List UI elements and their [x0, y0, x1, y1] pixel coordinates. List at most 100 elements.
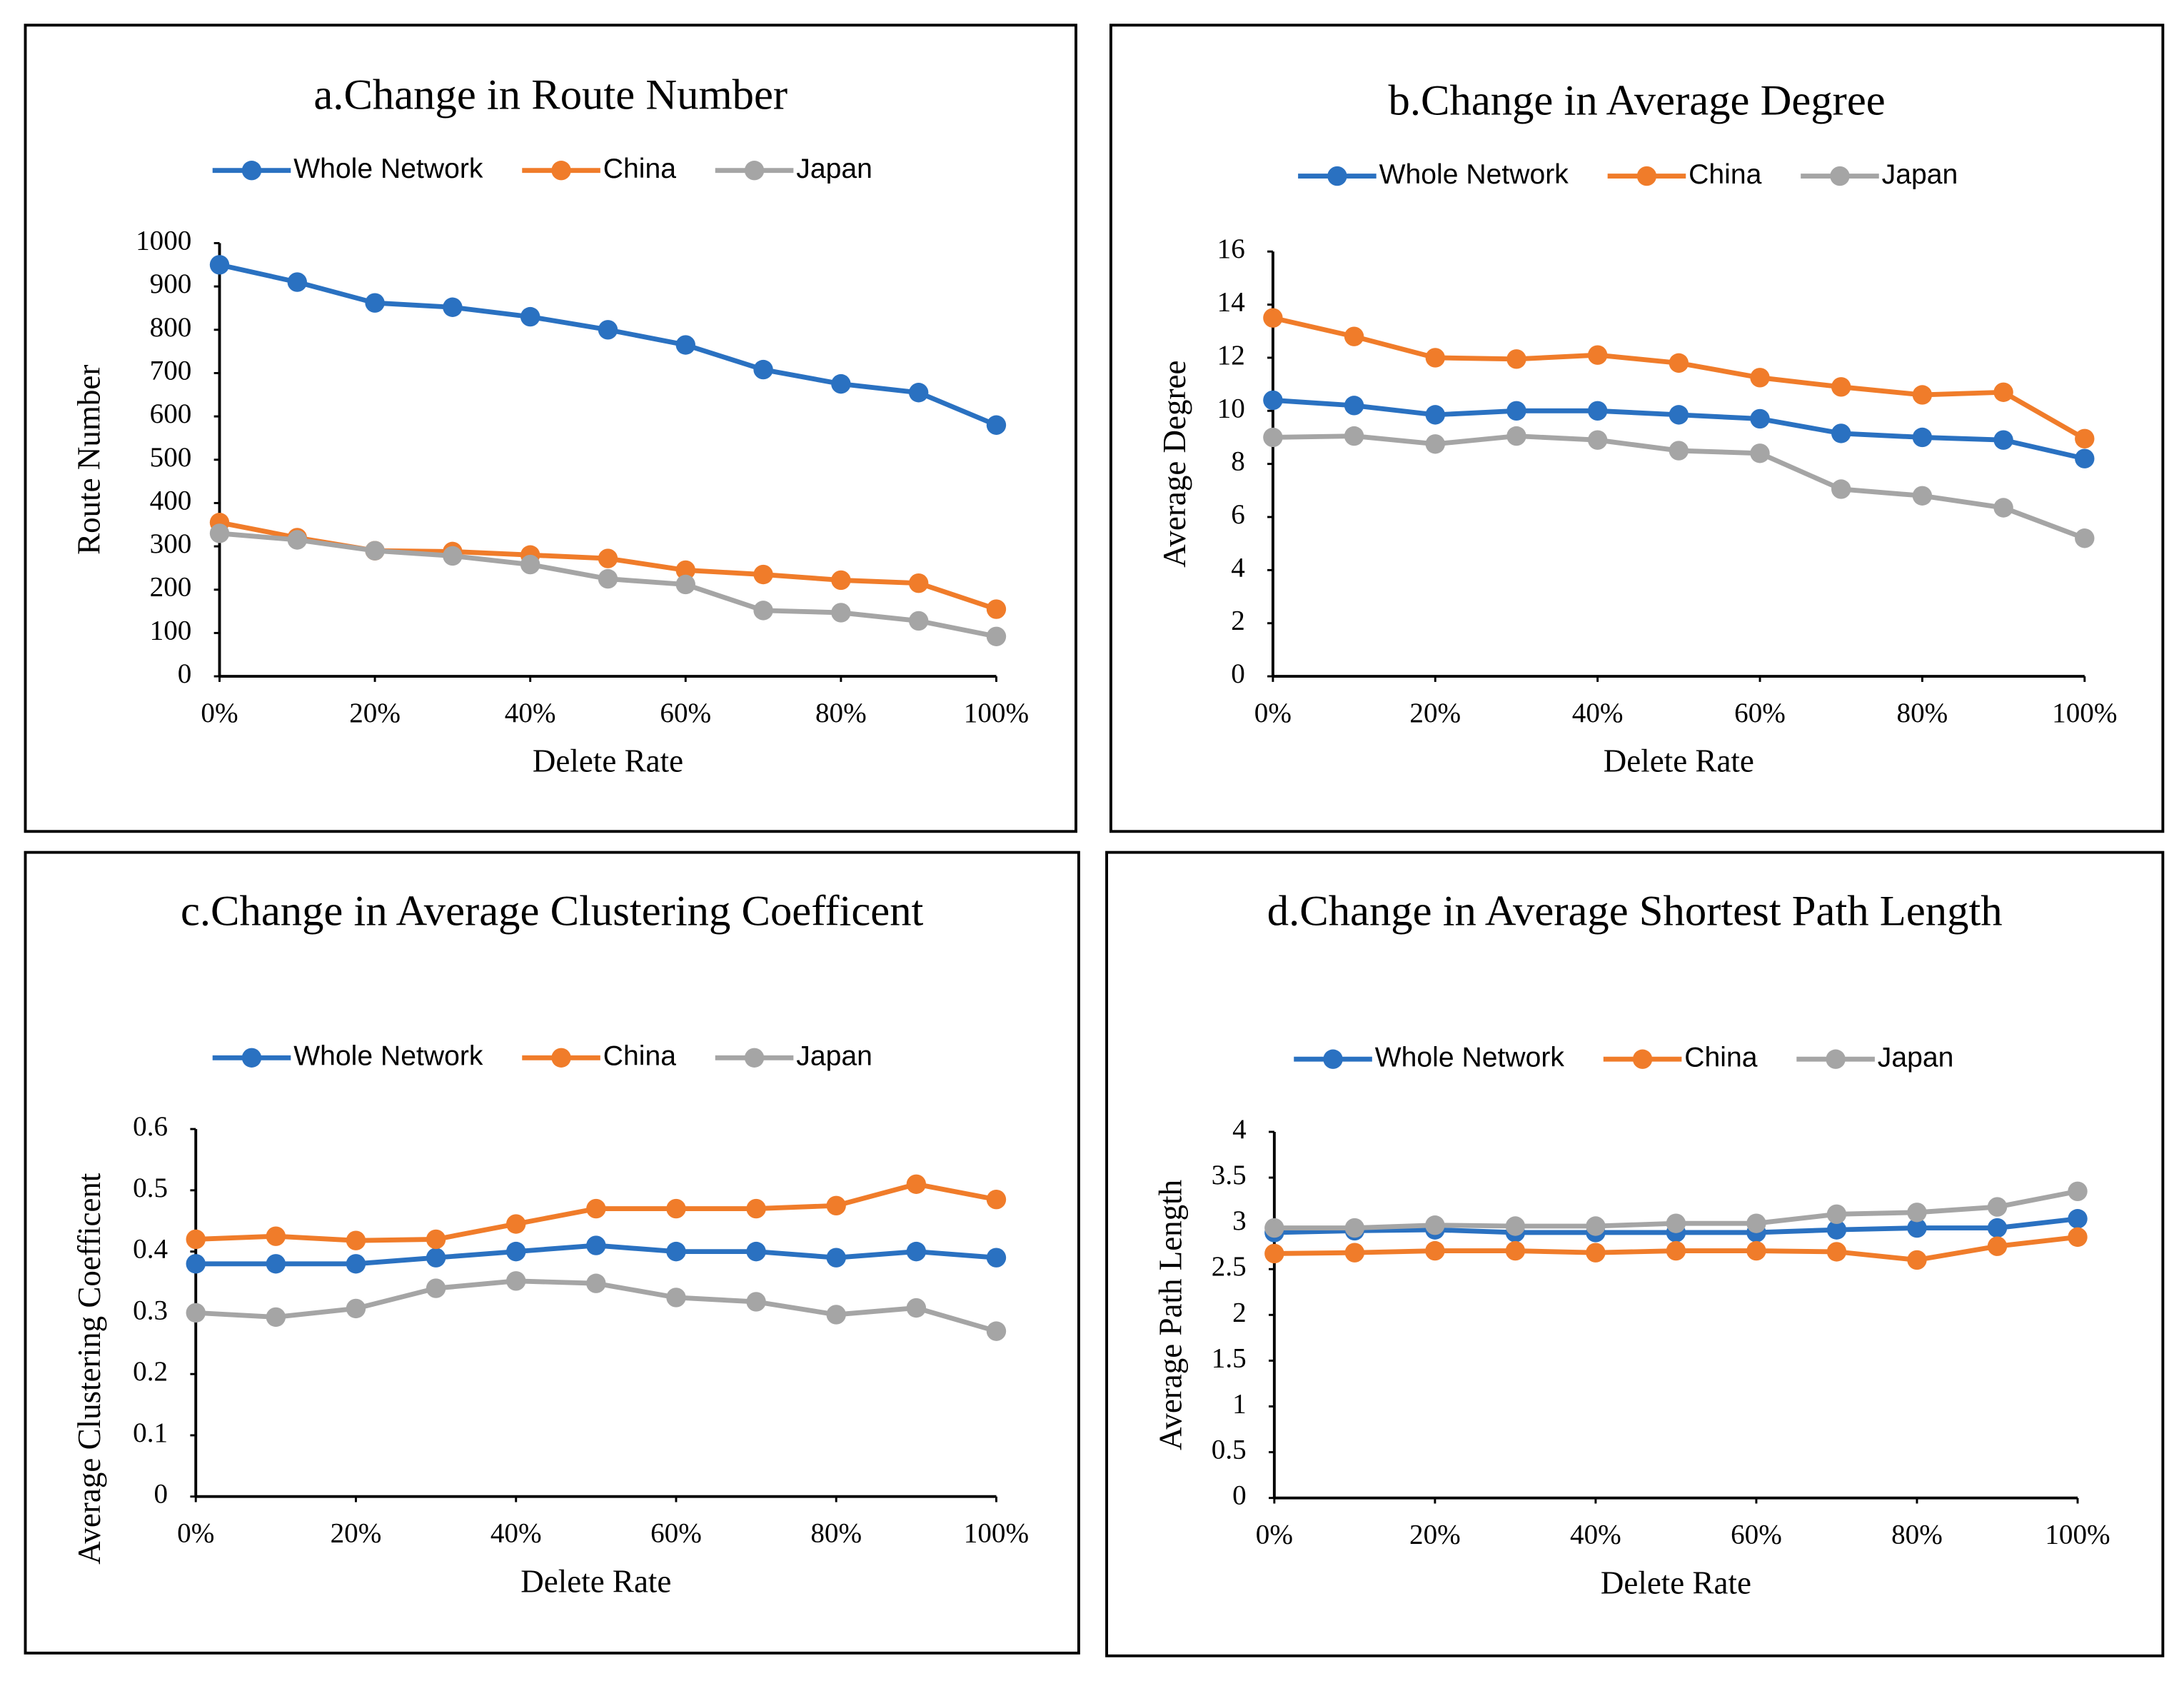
data-point — [1344, 396, 1364, 416]
data-point — [598, 568, 618, 589]
data-point — [1993, 498, 2013, 518]
data-point — [443, 546, 463, 566]
x-tick-label: 20% — [331, 1517, 382, 1548]
legend-marker — [744, 1048, 765, 1068]
data-point — [908, 573, 929, 593]
data-point — [443, 297, 463, 317]
y-tick-label: 200 — [150, 572, 192, 603]
x-tick-label: 80% — [810, 1517, 862, 1548]
data-point — [826, 1305, 846, 1325]
data-point — [346, 1230, 366, 1250]
legend-marker — [241, 161, 262, 181]
y-tick-label: 0 — [1232, 1480, 1247, 1511]
legend-marker — [1636, 166, 1657, 186]
x-tick-label: 100% — [2052, 698, 2117, 728]
data-point — [1425, 348, 1445, 368]
x-axis-title: Delete Rate — [1604, 743, 1754, 779]
data-point — [209, 255, 230, 275]
x-tick-label: 40% — [505, 698, 556, 728]
y-tick-label: 400 — [150, 485, 192, 516]
y-tick-label: 16 — [1217, 234, 1245, 264]
x-tick-label: 40% — [1570, 1519, 1621, 1550]
data-point — [506, 1271, 526, 1291]
chart-panel: a.Change in Route Number 0 100 200 300 400 500… — [24, 24, 1077, 833]
data-point — [426, 1229, 446, 1250]
data-point — [1826, 1242, 1847, 1262]
data-point — [1831, 377, 1851, 397]
data-point — [186, 1254, 206, 1274]
y-tick-label: 0.1 — [133, 1417, 168, 1448]
data-point — [1666, 1213, 1686, 1233]
y-tick-label: 1000 — [136, 225, 191, 256]
data-point — [1263, 390, 1283, 411]
y-tick-label: 2.5 — [1212, 1251, 1247, 1282]
legend-label: Japan — [796, 1041, 872, 1072]
panel-border — [1109, 24, 2165, 833]
chart-panel: c.Change in Average Clustering Coefficen… — [24, 850, 1080, 1655]
legend-marker — [1826, 1049, 1846, 1069]
chart-title-box: c.Change in Average Clustering Coefficen… — [180, 885, 924, 935]
data-point — [666, 1198, 686, 1219]
legend-marker — [1323, 1049, 1343, 1069]
legend-marker — [241, 1048, 262, 1068]
data-point — [1263, 427, 1283, 448]
data-point — [1669, 441, 1689, 461]
data-point — [365, 293, 385, 313]
x-tick-label: 60% — [660, 698, 711, 728]
data-point — [746, 1241, 766, 1262]
data-point — [1826, 1220, 1847, 1240]
data-point — [1425, 434, 1445, 454]
data-point — [826, 1248, 846, 1268]
y-axis-title: Average Clustering Coefficent — [71, 1173, 107, 1565]
legend-label: China — [603, 154, 676, 184]
y-tick-label: 0.2 — [133, 1356, 168, 1387]
y-tick-label: 500 — [150, 442, 192, 473]
data-point — [266, 1254, 286, 1274]
chart-panel: b.Change in Average Degree 0 2 4 6 8 10 12 14 16 0… — [1109, 24, 2165, 833]
y-tick-label: 6 — [1231, 499, 1245, 530]
y-tick-label: 4 — [1232, 1114, 1247, 1145]
data-point — [287, 272, 307, 292]
data-point — [831, 603, 851, 623]
y-tick-label: 4 — [1231, 552, 1245, 583]
chart-title-box: d.Change in Average Shortest Path Length — [1267, 886, 2003, 935]
data-point — [1912, 427, 1933, 448]
y-tick-label: 0 — [178, 658, 192, 689]
y-tick-label: 100 — [150, 615, 192, 646]
y-axis-title: Average Degree — [1157, 361, 1192, 568]
data-point — [753, 601, 773, 621]
legend-label: China — [1689, 159, 1761, 190]
x-tick-label: 0% — [201, 698, 238, 728]
data-point — [2075, 528, 2095, 548]
data-point — [1264, 1218, 1284, 1238]
chart-title-box: b.Change in Average Degree — [1389, 76, 1886, 124]
data-point — [1987, 1236, 2008, 1256]
data-point — [1344, 326, 1364, 346]
chart-title-box: a.Change in Route Number — [313, 70, 787, 119]
x-tick-label: 100% — [2045, 1519, 2110, 1550]
data-point — [586, 1235, 606, 1255]
data-point — [908, 383, 929, 403]
panel-border — [24, 24, 1077, 833]
data-point — [506, 1214, 526, 1234]
x-tick-label: 60% — [1734, 698, 1786, 728]
data-point — [986, 415, 1007, 435]
data-point — [753, 564, 773, 585]
x-tick-label: 60% — [1731, 1519, 1782, 1550]
data-point — [1344, 1243, 1365, 1263]
x-tick-label: 0% — [1254, 698, 1292, 728]
legend-marker — [551, 1048, 571, 1068]
data-point — [1506, 401, 1526, 421]
x-tick-label: 0% — [177, 1517, 214, 1548]
data-point — [506, 1241, 526, 1262]
legend-label: Whole Network — [293, 154, 483, 184]
legend-marker — [1327, 166, 1347, 186]
data-point — [186, 1229, 206, 1250]
legend-label: Japan — [1878, 1043, 1954, 1073]
x-tick-label: 80% — [1897, 698, 1948, 728]
chart-title: c.Change in Average Clustering Coefficen… — [180, 885, 924, 935]
data-point — [1587, 430, 1608, 450]
chart-panel: d.Change in Average Shortest Path Length… — [1105, 850, 2165, 1657]
data-point — [1505, 1240, 1526, 1261]
x-axis-title: Delete Rate — [1601, 1565, 1751, 1600]
